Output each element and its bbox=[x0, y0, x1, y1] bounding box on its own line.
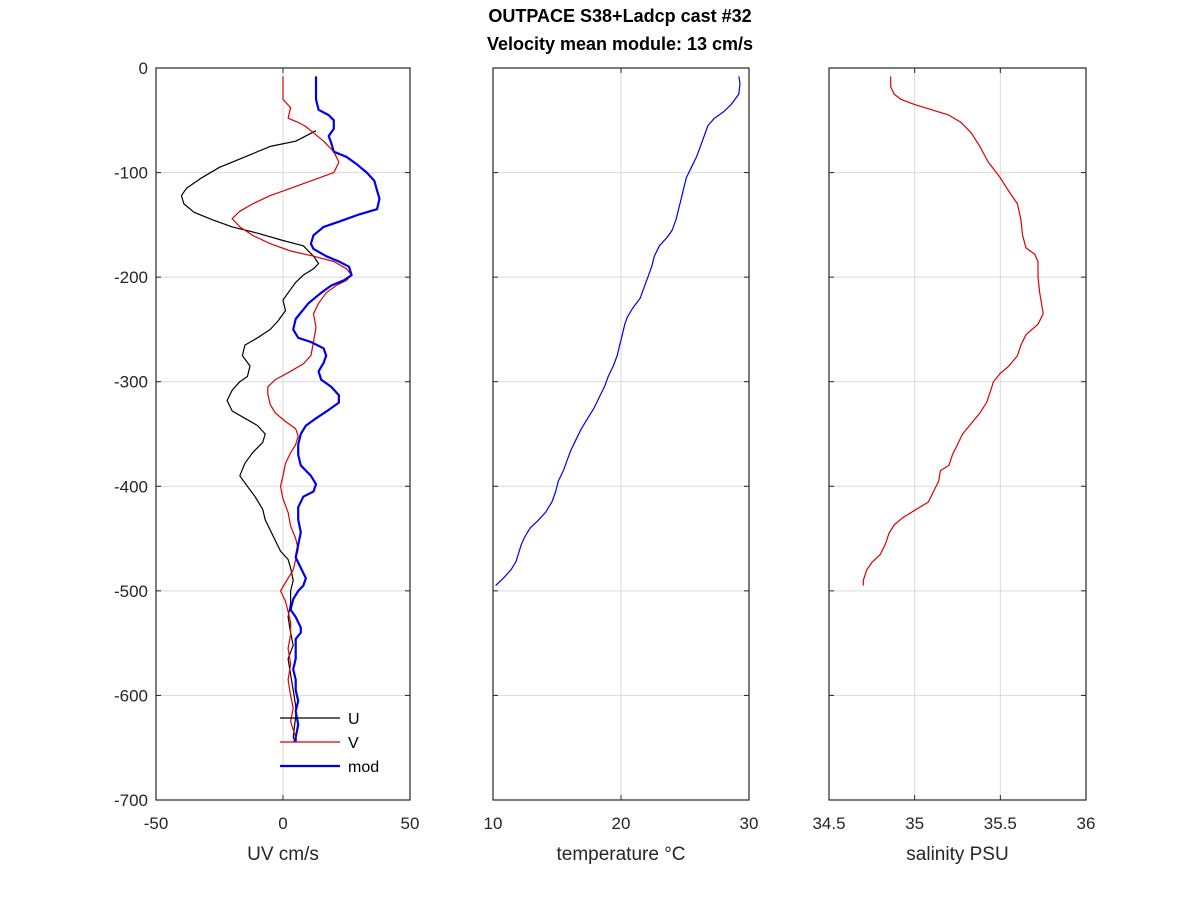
salinity-profile-series-line bbox=[862, 76, 1044, 586]
temperature-x-axis-label: temperature °C bbox=[556, 844, 685, 865]
legend-v-label: V bbox=[348, 735, 359, 752]
temperature-x-tick-label: 10 bbox=[484, 814, 503, 833]
velocity-mod-series-line bbox=[289, 76, 381, 743]
velocity-u-series-line bbox=[180, 130, 320, 743]
temperature-panel: 10 20 30 temperature °C bbox=[484, 67, 759, 865]
figure-subtitle: Velocity mean module: 13 cm/s bbox=[486, 34, 754, 54]
velocity-y-tick-label: -300 bbox=[114, 373, 148, 392]
velocity-y-tick-label: -100 bbox=[114, 164, 148, 183]
salinity-x-tick-label: 34.5 bbox=[812, 814, 845, 833]
figure-title: OUTPACE S38+Ladcp cast #32 bbox=[488, 6, 752, 26]
velocity-x-tick-label: -50 bbox=[144, 814, 169, 833]
salinity-panel: 34.5 35 35.5 36 salinity PSU bbox=[812, 67, 1096, 865]
velocity-y-tick-label: 0 bbox=[139, 59, 148, 78]
velocity-x-axis-label: UV cm/s bbox=[247, 844, 319, 865]
legend-mod-label: mod bbox=[348, 759, 379, 776]
velocity-x-tick-label: 50 bbox=[401, 814, 420, 833]
legend-u-label: U bbox=[348, 711, 360, 728]
salinity-axes-box bbox=[828, 67, 1087, 801]
velocity-y-tick-label: -400 bbox=[114, 477, 148, 496]
velocity-y-tick-label: -600 bbox=[114, 686, 148, 705]
salinity-x-axis-label: salinity PSU bbox=[906, 844, 1008, 865]
temperature-x-tick-label: 20 bbox=[612, 814, 631, 833]
salinity-x-tick-label: 35.5 bbox=[984, 814, 1017, 833]
velocity-x-tick-label: 0 bbox=[278, 814, 287, 833]
velocity-y-tick-label: -700 bbox=[114, 791, 148, 810]
velocity-y-tick-label: -500 bbox=[114, 582, 148, 601]
temperature-profile-series-line bbox=[495, 76, 741, 587]
salinity-x-tick-label: 36 bbox=[1077, 814, 1096, 833]
velocity-v-series-line bbox=[231, 76, 353, 743]
velocity-y-tick-label: -200 bbox=[114, 268, 148, 287]
temperature-x-tick-label: 30 bbox=[740, 814, 759, 833]
salinity-x-tick-label: 35 bbox=[905, 814, 924, 833]
